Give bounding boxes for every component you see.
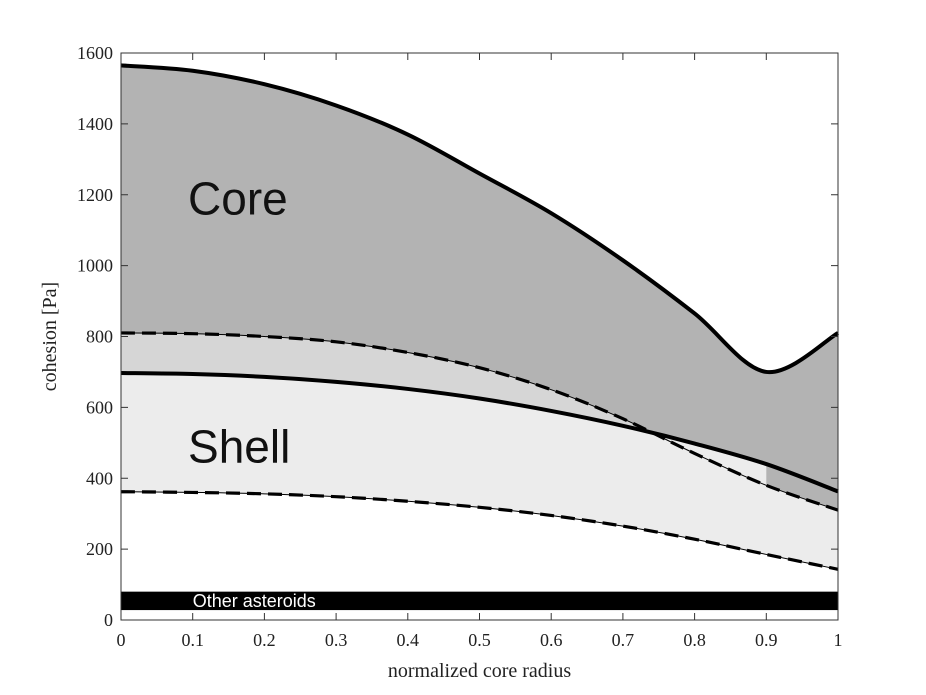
y-tick-label: 400 [86, 468, 113, 488]
y-tick-label: 1000 [77, 256, 113, 276]
y-tick-label: 1200 [77, 185, 113, 205]
shell-lower-dashed-line [120, 490, 839, 571]
core-region-label: Core [188, 172, 288, 224]
x-axis: 0 0.1 0.2 0.3 0.4 0.5 0.6 0.7 0.8 0.9 1 [117, 53, 843, 650]
y-axis: 0 200 400 600 800 1000 1200 1400 1600 [77, 43, 838, 630]
y-tick-label: 600 [86, 397, 113, 417]
y-tick-label: 0 [104, 610, 113, 630]
core-lower-dashed-line [120, 331, 839, 512]
x-tick-label: 0.5 [468, 630, 491, 650]
x-tick-label: 0.3 [325, 630, 348, 650]
x-tick-label: 0.8 [683, 630, 706, 650]
x-tick-label: 0.9 [755, 630, 778, 650]
y-tick-label: 200 [86, 539, 113, 559]
y-tick-label: 1600 [77, 43, 113, 63]
shell-upper-solid-line [120, 371, 839, 494]
other-asteroids-band [121, 591, 838, 611]
core-region-fill [121, 65, 838, 511]
core-right-edge-fill [766, 464, 838, 511]
core-upper-solid-line [120, 63, 840, 374]
x-tick-label: 0.6 [540, 630, 563, 650]
y-tick-label: 1400 [77, 114, 113, 134]
x-tick-label: 0 [117, 630, 126, 650]
shell-region-fill [121, 373, 838, 570]
y-axis-title: cohesion [Pa] [39, 282, 61, 391]
x-tick-label: 0.4 [397, 630, 420, 650]
plot-area: Other asteroids Core Shell [120, 63, 840, 611]
x-tick-label: 0.7 [612, 630, 635, 650]
shell-region-label: Shell [188, 420, 290, 472]
y-tick-label: 800 [86, 327, 113, 347]
other-asteroids-label: Other asteroids [193, 591, 316, 611]
x-tick-label: 0.2 [253, 630, 276, 650]
x-tick-label: 1 [834, 630, 843, 650]
x-axis-title: normalized core radius [388, 660, 571, 682]
x-tick-label: 0.1 [181, 630, 204, 650]
